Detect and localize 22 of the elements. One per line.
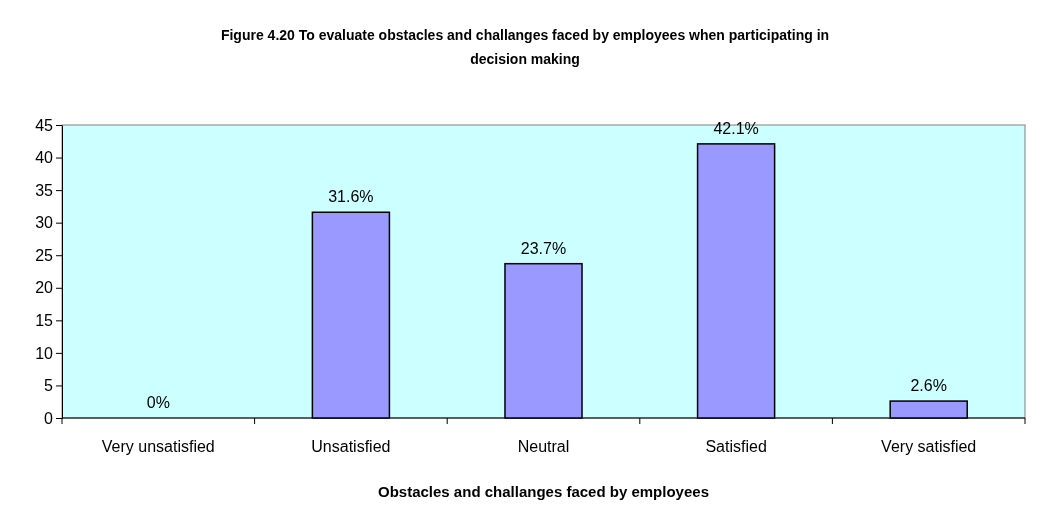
x-tick-label: Unsatisfied [311, 438, 391, 455]
y-tick-label: 40 [35, 149, 54, 167]
x-tick-label: Neutral [517, 438, 570, 455]
y-tick-label: 20 [35, 279, 54, 297]
data-label: 42.1% [713, 119, 759, 137]
y-tick-label: 45 [35, 116, 54, 134]
x-tick-label: Satisfied [705, 438, 767, 455]
x-tick-label: Very unsatisfied [101, 438, 215, 455]
y-tick-label: 30 [35, 214, 54, 232]
x-axis-title: Obstacles and challanges faced by employees [378, 483, 709, 500]
x-tick-label: Very satisfied [881, 438, 977, 455]
y-tick-label: 10 [35, 344, 54, 362]
y-tick-label: 25 [35, 246, 54, 264]
data-label: 23.7% [520, 239, 567, 257]
y-tick-label: 35 [35, 181, 54, 199]
data-label: 0% [146, 394, 170, 411]
chart-title: Figure 4.20 To evaluate obstacles and challanges faced by employees when participating in decision making [220, 27, 830, 67]
y-tick-label: 15 [35, 311, 54, 329]
data-label: 31.6% [328, 188, 374, 206]
data-label: 2.6% [910, 377, 947, 395]
y-tick-label: 5 [44, 377, 54, 395]
y-tick-label: 0 [44, 409, 54, 427]
